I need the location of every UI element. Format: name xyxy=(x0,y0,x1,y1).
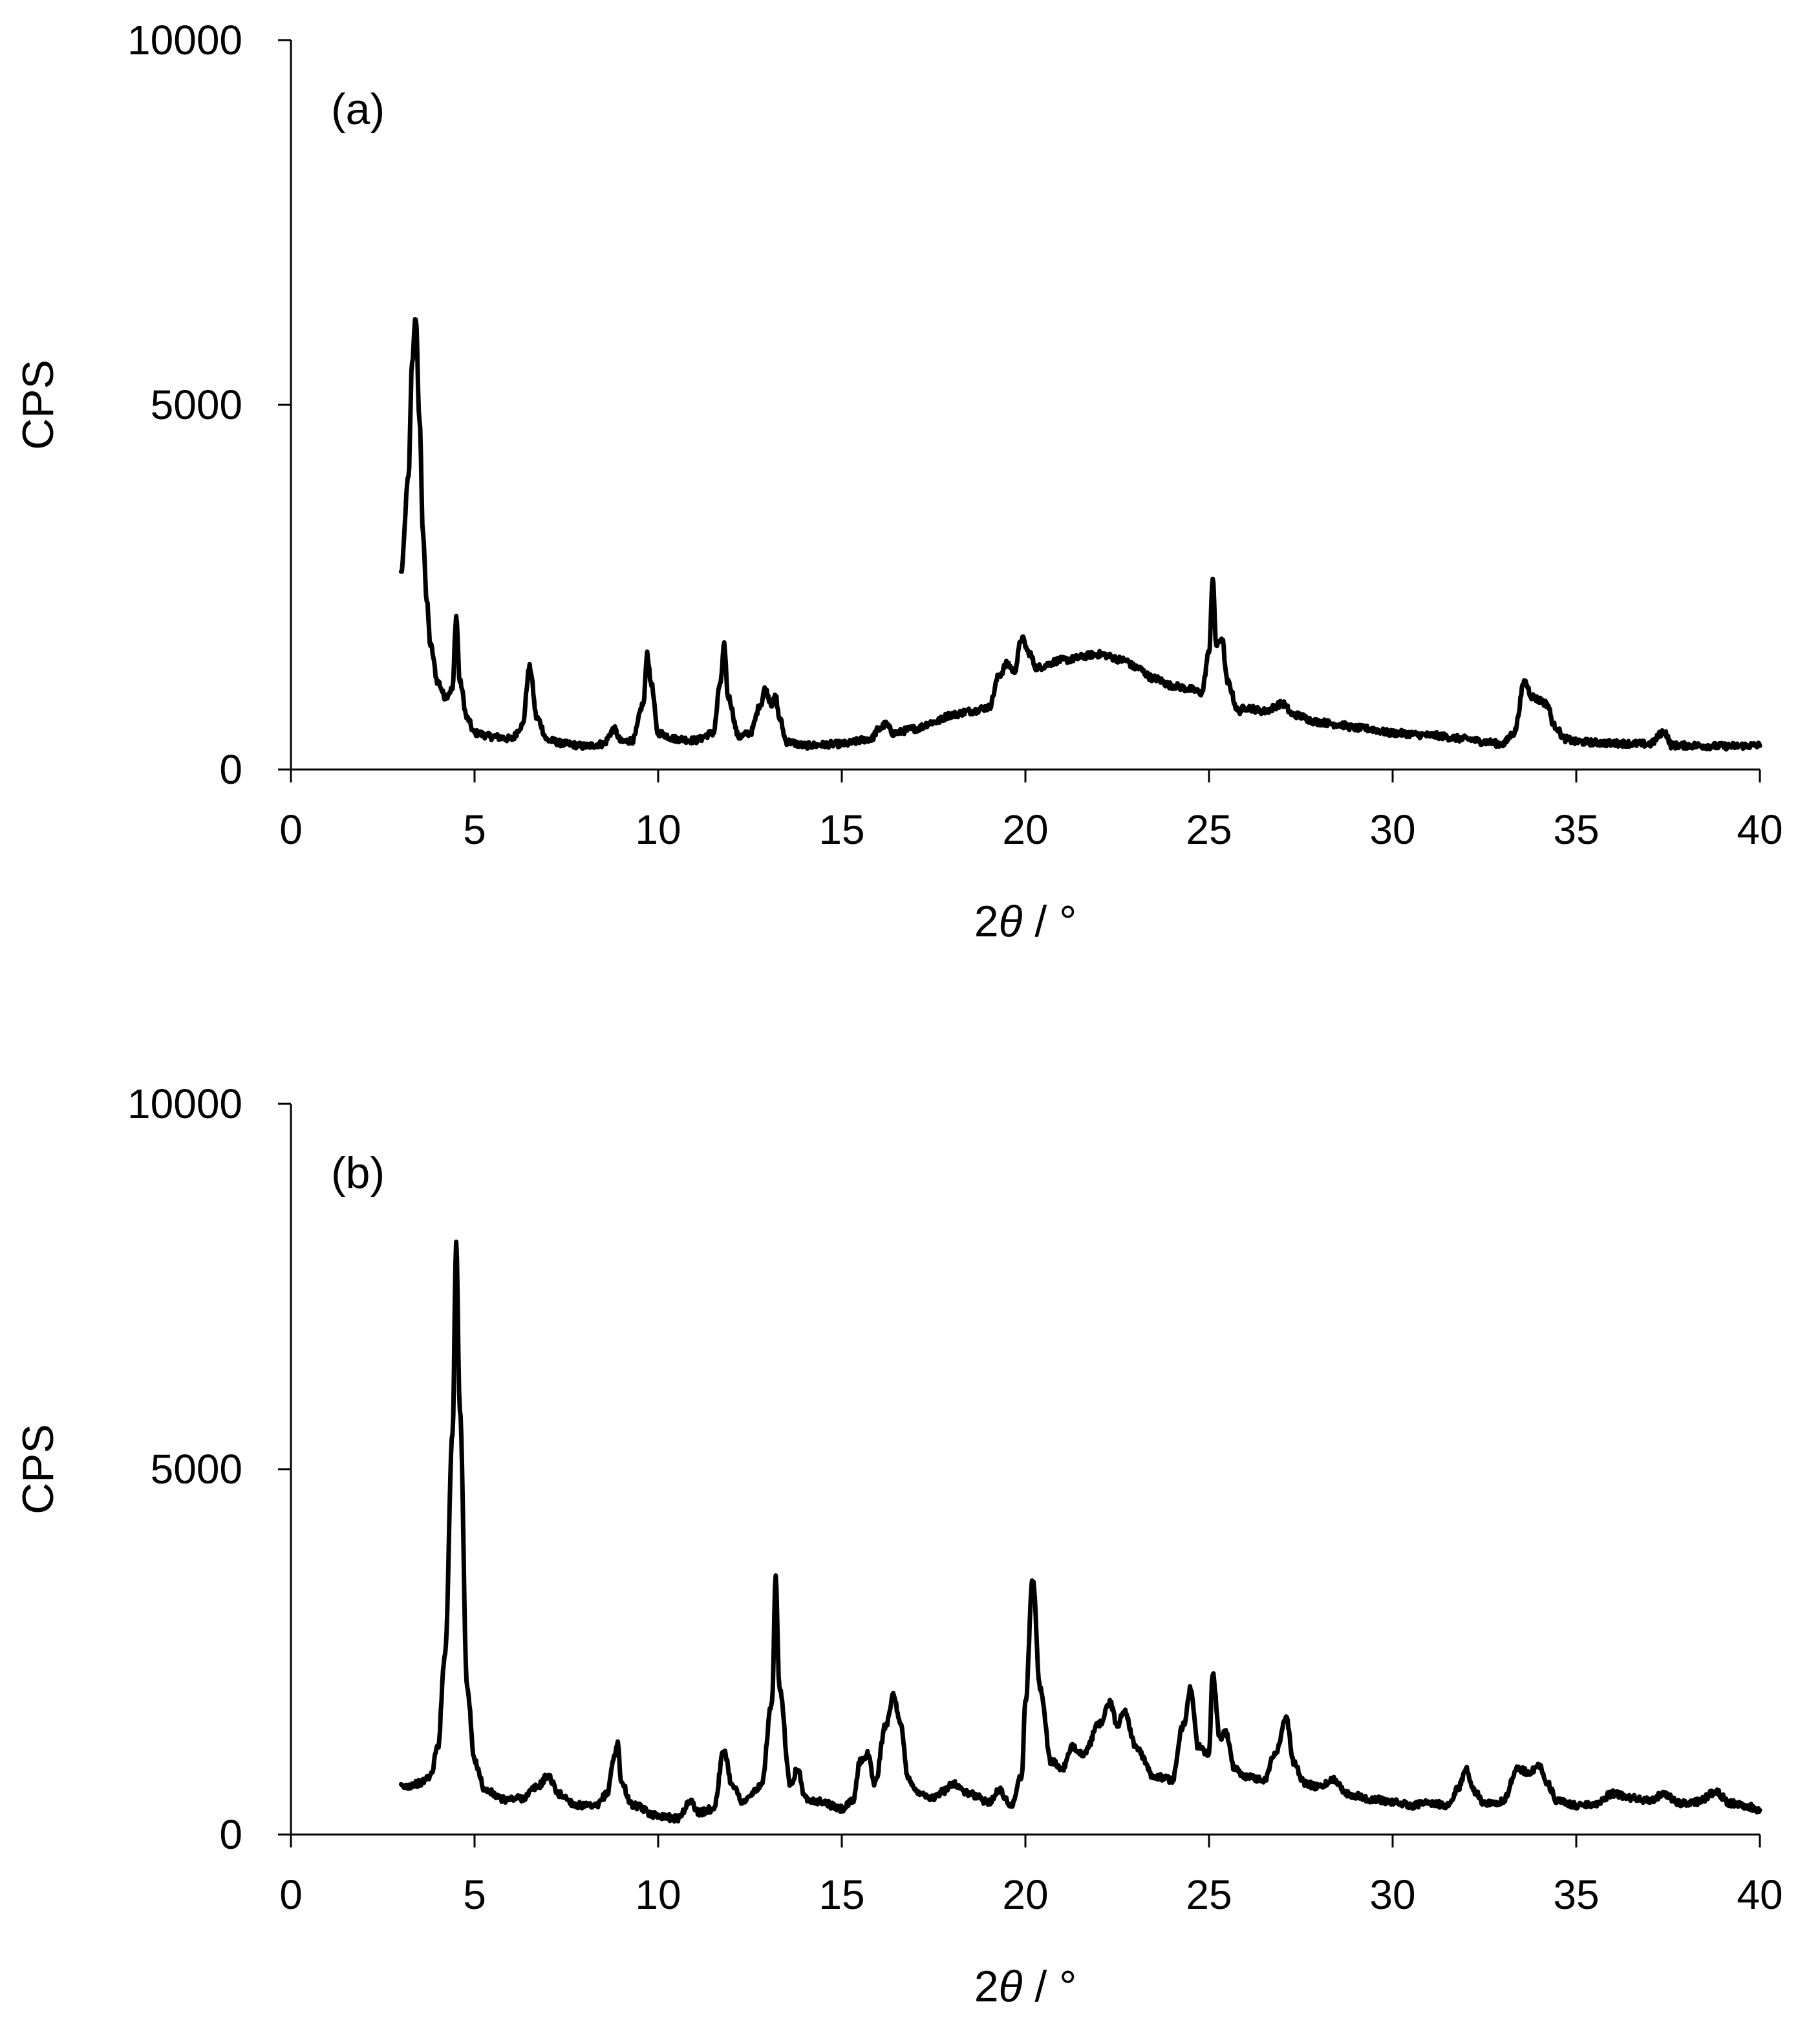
x-axis-label-unit: / ° xyxy=(1022,897,1076,946)
x-tick-label: 25 xyxy=(1186,1871,1232,1918)
x-axis-label: 2θ / ° xyxy=(974,897,1077,946)
y-tick-label: 0 xyxy=(219,1811,242,1858)
x-tick-label: 10 xyxy=(635,1871,681,1918)
x-axis-label-variable: θ xyxy=(999,897,1023,946)
x-axis-label: 2θ / ° xyxy=(974,1962,1077,2011)
x-tick-label: 30 xyxy=(1369,806,1415,853)
x-tick-label: 20 xyxy=(1002,1871,1048,1918)
x-tick-label: 25 xyxy=(1186,806,1232,853)
xrd-pattern-a xyxy=(398,317,1762,752)
x-tick-label: 35 xyxy=(1553,806,1599,853)
y-tick-label: 5000 xyxy=(151,382,242,428)
x-axis-label-variable: θ xyxy=(999,1962,1023,2011)
x-axis-label-prefix: 2 xyxy=(974,1962,999,2011)
x-tick-label: 20 xyxy=(1002,806,1048,853)
panel-label-a: (a) xyxy=(331,85,385,134)
y-tick-label: 10000 xyxy=(127,1081,242,1127)
x-tick-label: 40 xyxy=(1737,1871,1783,1918)
panel-label-b: (b) xyxy=(331,1148,385,1198)
xrd-pattern-b xyxy=(398,1239,1762,1824)
x-axis-label-prefix: 2 xyxy=(974,897,999,946)
x-tick-label: 0 xyxy=(279,806,303,853)
x-tick-label: 0 xyxy=(279,1871,303,1918)
x-tick-label: 10 xyxy=(635,806,681,853)
x-tick-label: 15 xyxy=(819,1871,864,1918)
x-tick-label: 35 xyxy=(1553,1871,1599,1918)
x-tick-label: 5 xyxy=(463,1871,486,1918)
y-axis-label: CPS xyxy=(14,360,63,450)
x-axis-label-unit: / ° xyxy=(1022,1962,1076,2011)
x-tick-label: 5 xyxy=(463,806,486,853)
y-tick-label: 0 xyxy=(219,746,242,793)
chart-panel-b: 0 5 10 15 20 25 30 35 40 0 5000 10000 2θ / ° CPS (b) xyxy=(14,1081,1783,2011)
y-tick-label: 10000 xyxy=(127,17,242,63)
x-tick-label: 40 xyxy=(1737,806,1783,853)
chart-panel-a: 0 5 10 15 20 25 30 35 40 0 5000 10000 2θ / ° CPS (a) xyxy=(14,17,1783,946)
x-tick-label: 30 xyxy=(1369,1871,1415,1918)
x-tick-label: 15 xyxy=(819,806,864,853)
y-axis-label: CPS xyxy=(14,1424,63,1514)
y-tick-label: 5000 xyxy=(151,1446,242,1492)
